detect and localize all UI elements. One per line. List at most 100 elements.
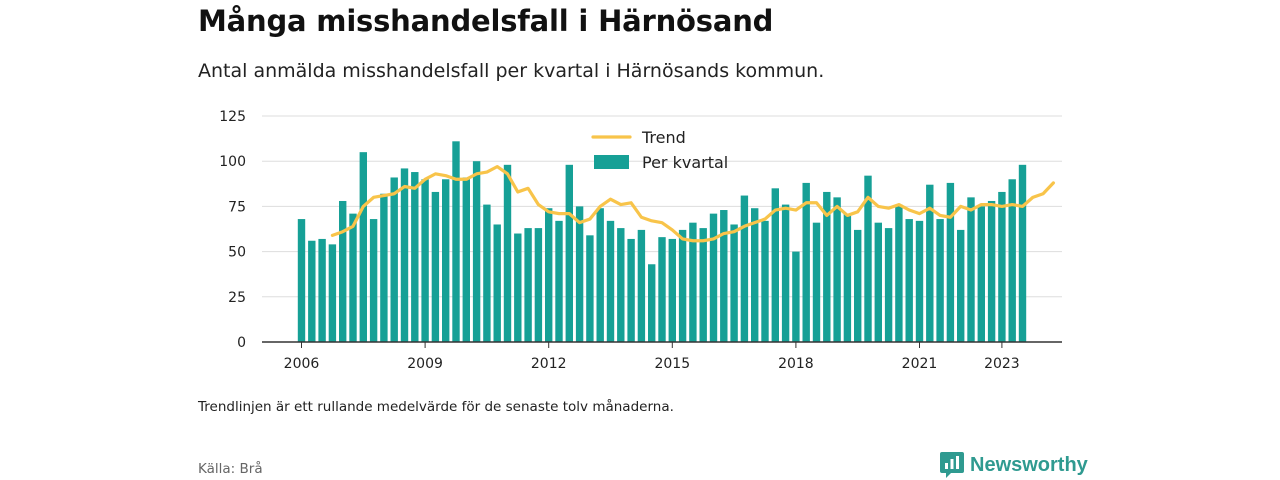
chart-title: Många misshandelsfall i Härnösand [198, 4, 774, 38]
bar [658, 237, 666, 342]
bar [308, 240, 316, 342]
bar [534, 228, 543, 342]
bar [503, 164, 512, 342]
bar [874, 222, 882, 342]
trend-line [330, 165, 1056, 243]
bar [575, 206, 584, 342]
legend-bar-label: Per kvartal [642, 153, 728, 172]
bar [493, 224, 501, 342]
bar [565, 164, 573, 342]
bar [720, 210, 728, 342]
bar [761, 220, 769, 342]
bar [802, 182, 810, 342]
bar [452, 141, 460, 342]
bar [812, 222, 821, 342]
bars [297, 141, 1027, 342]
bar [297, 219, 306, 342]
x-tick-label: 2021 [902, 356, 938, 372]
brand-name: Newsworthy [970, 453, 1088, 476]
bar [668, 238, 676, 342]
bar [998, 191, 1006, 342]
bar [472, 161, 481, 342]
bar [771, 188, 779, 342]
bar [915, 220, 924, 342]
bar [946, 182, 955, 342]
bar [380, 193, 388, 342]
x-tick-label: 2009 [407, 356, 443, 372]
bar [462, 177, 470, 342]
bar [596, 208, 604, 342]
bar [967, 197, 975, 342]
bar [586, 235, 594, 342]
bar [740, 195, 749, 342]
bar [617, 228, 625, 342]
bar [905, 219, 913, 342]
legend-trend-label: Trend [641, 128, 686, 147]
x-tick-label: 2006 [284, 356, 320, 372]
newsworthy-logo-icon [940, 452, 964, 478]
bar [411, 172, 419, 342]
bar [823, 191, 831, 342]
legend-bar-swatch [594, 155, 629, 169]
bar [606, 220, 615, 342]
bar [421, 179, 429, 342]
bar [318, 238, 326, 342]
bar [864, 175, 872, 342]
bar [977, 206, 985, 342]
bar [709, 213, 718, 342]
bar [957, 229, 965, 342]
bar [545, 208, 553, 342]
bar [442, 179, 450, 342]
legend: Trend Per kvartal [591, 128, 728, 172]
bar [369, 219, 378, 342]
bar [648, 264, 656, 342]
bar [689, 222, 697, 342]
bar [637, 229, 646, 342]
y-axis-ticks: 0 25 50 75 100 125 [219, 109, 246, 351]
bar [483, 204, 491, 342]
y-tick-label: 0 [237, 335, 246, 351]
bar [699, 228, 707, 342]
x-tick-label: 2015 [654, 356, 690, 372]
bar [843, 213, 852, 342]
bar [328, 244, 337, 342]
bar [833, 197, 841, 342]
bar [854, 229, 862, 342]
bar [751, 208, 759, 342]
bar [400, 168, 409, 342]
bar [678, 229, 687, 342]
bar [339, 200, 347, 342]
y-tick-label: 25 [228, 290, 246, 306]
bar [390, 177, 398, 342]
bar [792, 251, 800, 342]
bar [349, 213, 357, 342]
bar [524, 228, 532, 342]
y-tick-label: 75 [228, 199, 246, 215]
bar [1008, 179, 1016, 342]
y-tick-label: 125 [219, 109, 246, 125]
bar [359, 152, 367, 342]
newsworthy-logo: Newsworthy [940, 452, 1088, 478]
bar [987, 200, 996, 342]
trend-line-group [330, 165, 1056, 243]
bar [781, 204, 790, 342]
bar [926, 184, 934, 342]
bar [730, 224, 738, 342]
bar [431, 191, 440, 342]
x-tick-label: 2012 [531, 356, 567, 372]
bar [555, 220, 563, 342]
chart-subtitle: Antal anmälda misshandelsfall per kvarta… [198, 60, 825, 82]
x-axis-ticks: 2006 2009 2012 2015 2018 2021 2023 [284, 342, 1020, 372]
bar [895, 204, 903, 342]
bar [936, 219, 944, 342]
chart-note: Trendlinjen är ett rullande medelvärde f… [198, 399, 674, 415]
y-tick-label: 100 [219, 154, 246, 170]
x-tick-label: 2023 [984, 356, 1020, 372]
bar [627, 238, 635, 342]
bar [514, 233, 522, 342]
source-text: Källa: Brå [198, 461, 263, 477]
x-tick-label: 2018 [778, 356, 814, 372]
bar [1018, 164, 1027, 342]
y-tick-label: 50 [228, 245, 246, 261]
